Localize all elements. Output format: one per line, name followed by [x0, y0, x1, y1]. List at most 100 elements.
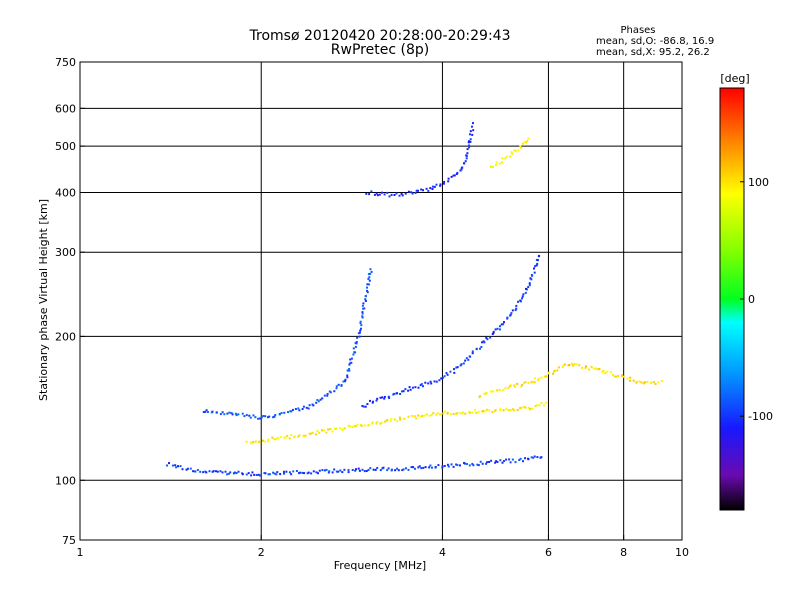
- data-point: [452, 465, 455, 468]
- data-point: [520, 146, 523, 149]
- data-point: [405, 467, 407, 470]
- data-point: [534, 405, 537, 407]
- data-point: [431, 185, 434, 188]
- data-point: [527, 381, 530, 384]
- data-point: [563, 363, 566, 366]
- data-point: [538, 254, 541, 257]
- data-point: [216, 470, 219, 473]
- data-point: [299, 471, 302, 474]
- data-point: [511, 152, 514, 155]
- data-point: [323, 394, 326, 397]
- data-point: [628, 379, 631, 382]
- y-tick-label: 400: [55, 186, 76, 199]
- data-point: [436, 412, 439, 415]
- data-point: [512, 408, 514, 411]
- data-point: [517, 300, 519, 303]
- data-point: [441, 465, 444, 468]
- data-point: [485, 336, 488, 339]
- data-point: [298, 409, 301, 412]
- data-point: [348, 363, 351, 366]
- data-point: [331, 471, 334, 474]
- data-point: [486, 338, 489, 341]
- data-point: [417, 386, 420, 389]
- data-point: [221, 411, 224, 414]
- data-point: [544, 375, 546, 378]
- data-point: [341, 471, 344, 474]
- data-point: [527, 406, 530, 409]
- data-point: [463, 462, 466, 465]
- data-point: [505, 408, 508, 411]
- data-point: [407, 468, 410, 471]
- data-point: [568, 364, 571, 366]
- data-point: [282, 436, 285, 439]
- data-point: [342, 380, 345, 383]
- data-point: [636, 380, 639, 383]
- data-point: [402, 390, 405, 393]
- data-point: [388, 397, 391, 399]
- data-point: [207, 411, 209, 413]
- data-point: [219, 413, 222, 416]
- data-point: [528, 284, 531, 287]
- data-point: [461, 166, 464, 169]
- data-point: [435, 413, 437, 416]
- data-point: [204, 410, 207, 413]
- x-axis-label: Frequency [MHz]: [334, 559, 426, 572]
- data-point: [464, 412, 467, 415]
- data-point: [226, 473, 228, 476]
- data-point: [402, 468, 405, 471]
- data-point: [500, 323, 503, 326]
- data-point: [493, 410, 496, 413]
- data-point: [412, 466, 415, 469]
- data-point: [366, 283, 369, 286]
- data-point: [513, 149, 516, 152]
- chart-title: Tromsø 20120420 20:28:00-20:29:43: [249, 28, 511, 44]
- data-point: [305, 406, 308, 409]
- x-tick-label: 1: [77, 546, 84, 559]
- data-point: [375, 422, 378, 425]
- data-point: [386, 469, 389, 472]
- data-point: [505, 458, 508, 461]
- data-point: [519, 457, 522, 460]
- data-point: [250, 474, 253, 477]
- y-axis: 75 100 200 300 400 500 600 750: [55, 56, 85, 547]
- data-point: [479, 347, 481, 350]
- data-point: [354, 469, 357, 472]
- data-point: [355, 341, 358, 344]
- data-point: [652, 381, 655, 383]
- x-tick-label: 6: [545, 546, 552, 559]
- data-point: [323, 429, 326, 432]
- data-point: [387, 395, 390, 398]
- data-point: [585, 365, 587, 368]
- data-point: [463, 162, 466, 165]
- data-point: [333, 390, 336, 393]
- data-point: [306, 472, 309, 475]
- data-point: [352, 347, 355, 350]
- data-point: [264, 472, 267, 475]
- data-point: [435, 380, 438, 383]
- data-point: [344, 380, 347, 383]
- data-point: [446, 463, 449, 466]
- data-point: [400, 192, 403, 195]
- data-point: [273, 415, 276, 418]
- data-point: [460, 168, 463, 171]
- data-point: [215, 470, 217, 473]
- data-point: [428, 466, 431, 469]
- data-point: [485, 462, 487, 465]
- chart-subtitle: RwPretec (8p): [331, 42, 429, 58]
- data-point: [468, 410, 471, 413]
- data-point: [488, 409, 491, 412]
- data-point: [466, 152, 469, 155]
- data-point: [360, 324, 363, 327]
- data-point: [489, 390, 492, 393]
- grid-lines: [80, 62, 682, 540]
- data-point: [361, 311, 364, 314]
- data-point: [510, 409, 512, 411]
- data-point: [557, 366, 560, 369]
- data-point: [471, 462, 474, 465]
- data-point: [375, 399, 378, 402]
- data-point: [491, 411, 494, 413]
- data-point: [592, 367, 595, 370]
- data-point: [379, 396, 382, 399]
- data-point: [496, 389, 499, 392]
- data-point: [604, 372, 607, 374]
